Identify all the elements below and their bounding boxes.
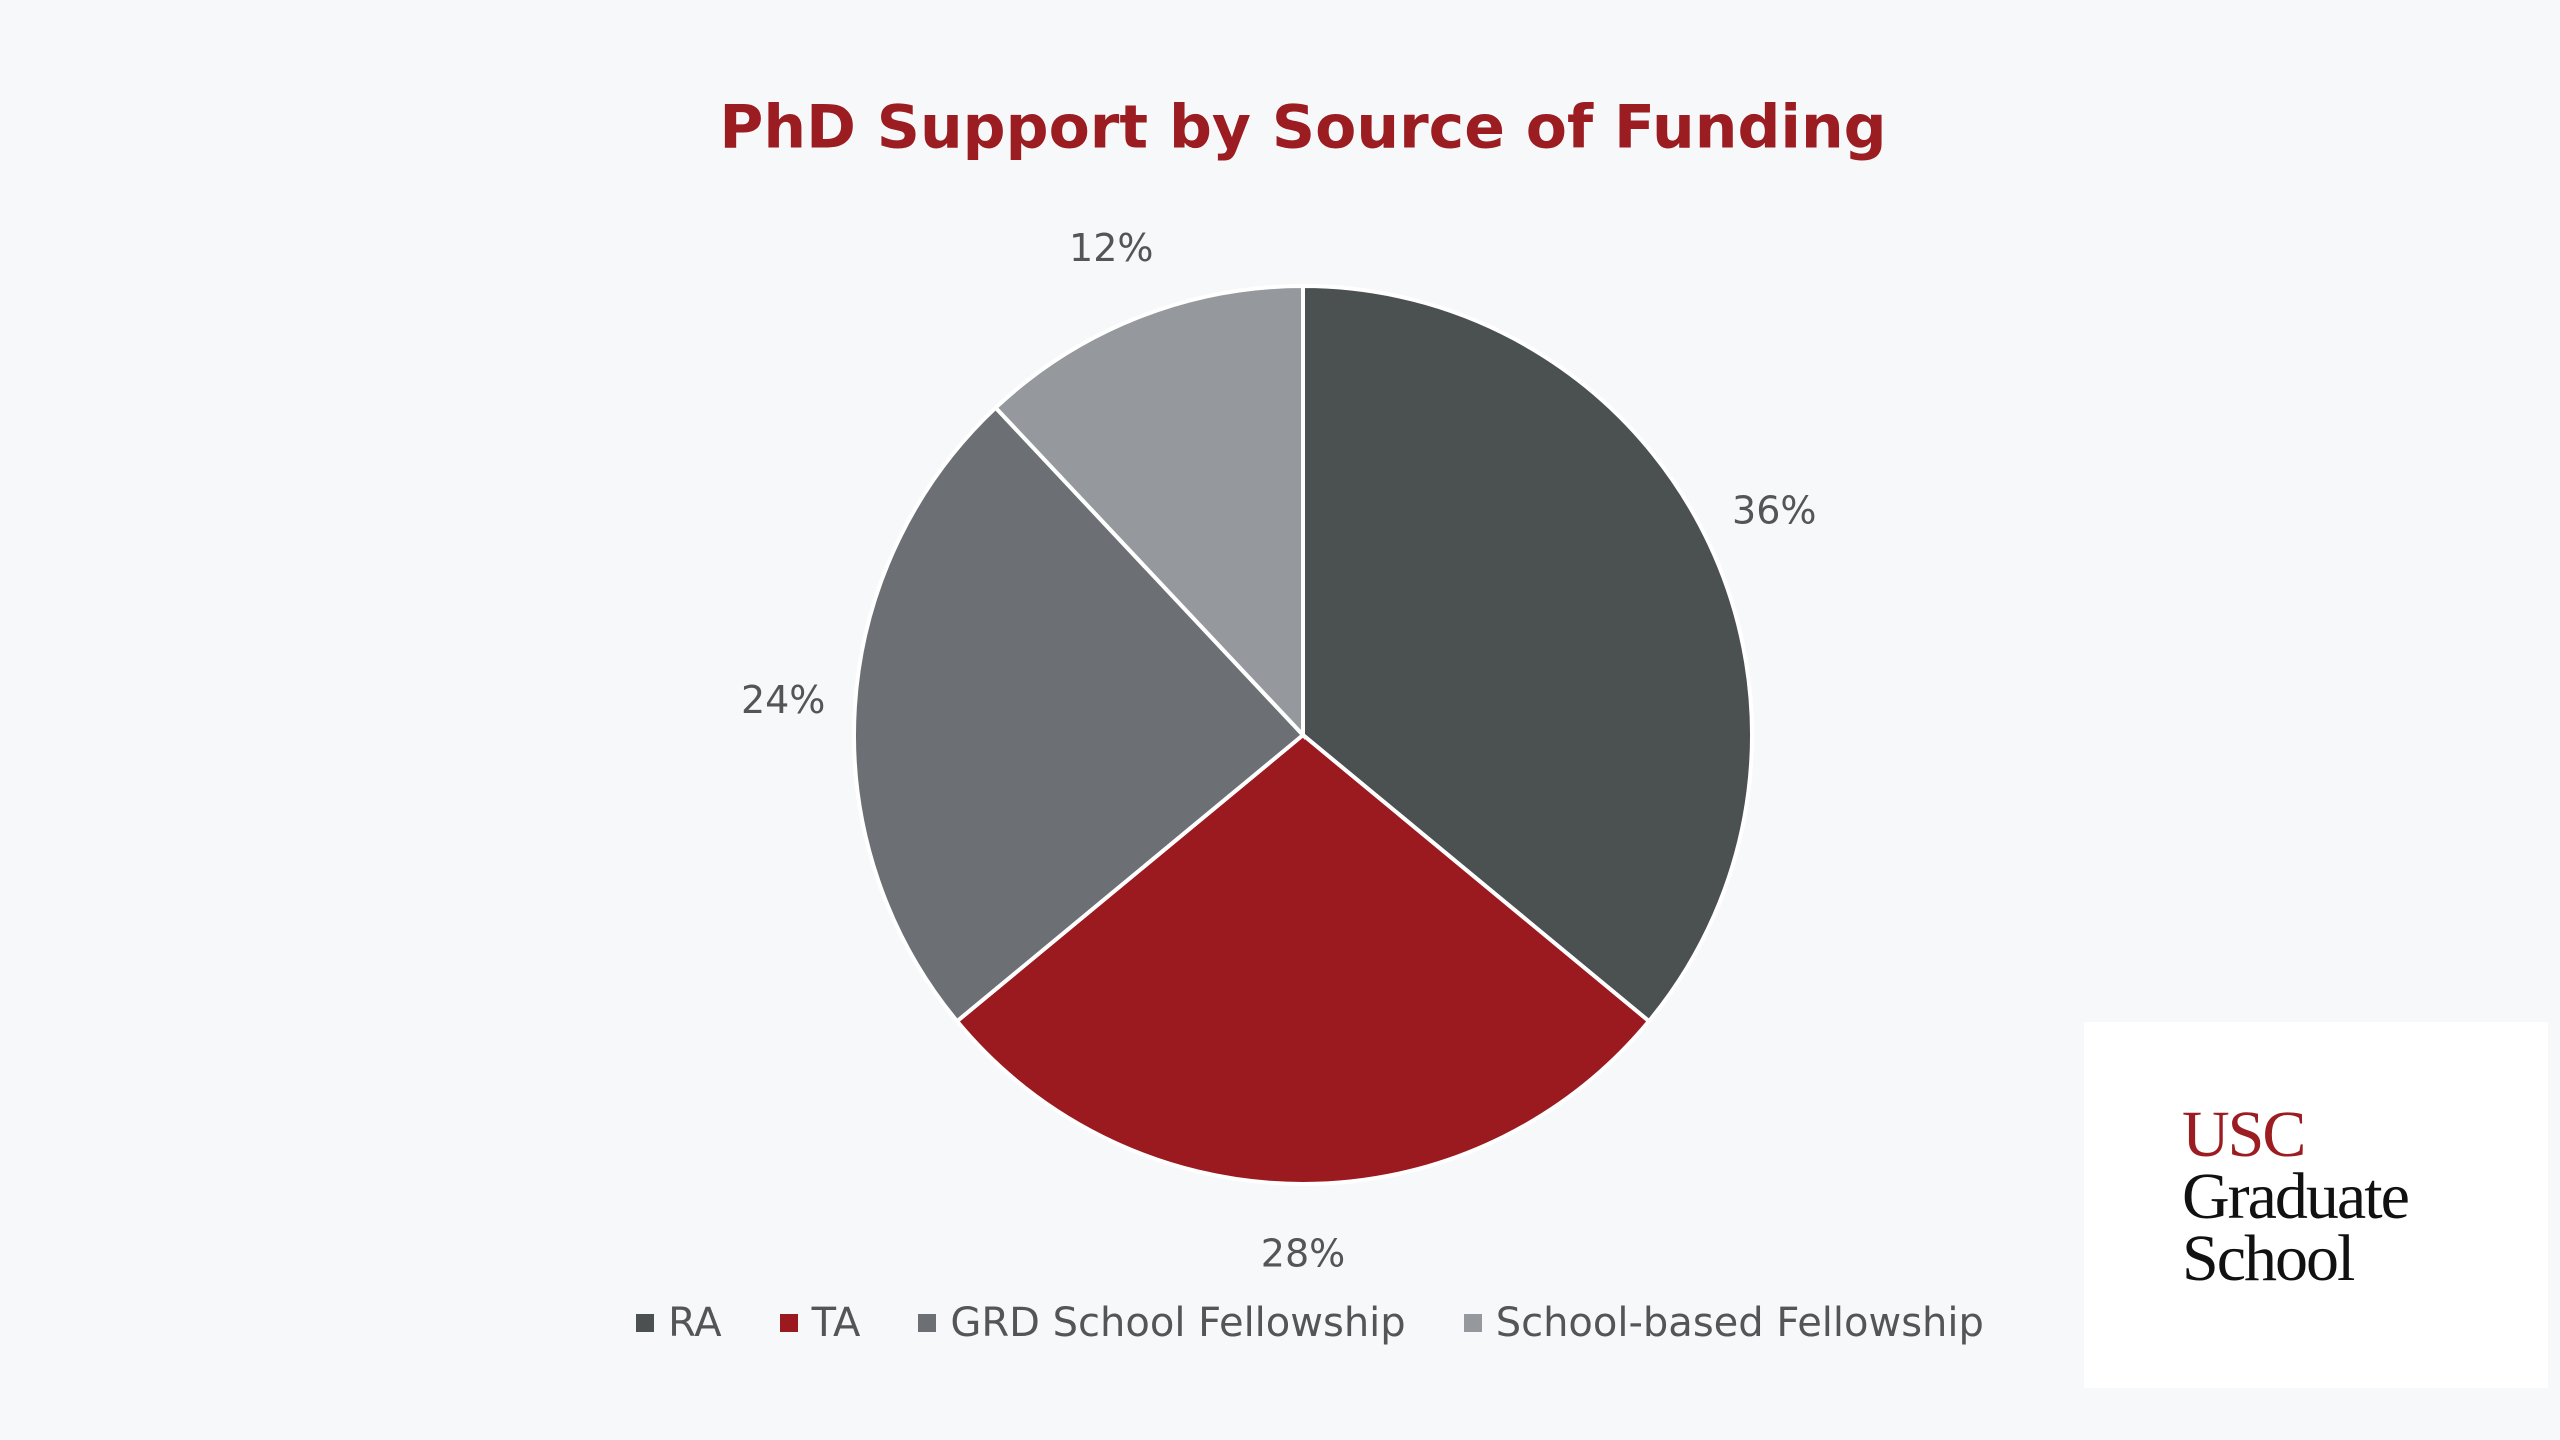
legend-label: TA (811, 1300, 861, 1346)
legend-item: TA (779, 1300, 861, 1346)
pie-slice (954, 732, 1652, 1186)
legend-swatch (918, 1314, 937, 1332)
data-label: 36% (1732, 489, 1816, 533)
logo-line: Graduate (2182, 1160, 2410, 1233)
pie-slice (1301, 283, 1754, 1025)
pie-slice (992, 283, 1305, 741)
legend-item: RA (636, 1300, 722, 1346)
legend-item: School-based Fellowship (1463, 1300, 1984, 1346)
legend-label: GRD School Fellowship (950, 1300, 1406, 1346)
legend: RA TA GRD School Fellowship School-based Fe… (0, 1300, 2560, 1346)
data-label: 28% (1261, 1231, 1345, 1275)
logo-line: School (2182, 1222, 2355, 1295)
logo-line: USC (2182, 1098, 2306, 1171)
legend-swatch (779, 1314, 798, 1332)
data-label: 12% (1069, 226, 1153, 270)
logo: USC Graduate School (2084, 1022, 2548, 1388)
legend-item: GRD School Fellowship (918, 1300, 1406, 1346)
data-label: 24% (741, 678, 825, 722)
legend-label: RA (668, 1300, 722, 1346)
legend-label: School-based Fellowship (1495, 1300, 1984, 1346)
legend-swatch (1463, 1314, 1482, 1332)
pie-slice (852, 404, 1306, 1025)
chart-title: PhD Support by Source of Funding (719, 93, 1886, 163)
legend-swatch (636, 1314, 655, 1332)
